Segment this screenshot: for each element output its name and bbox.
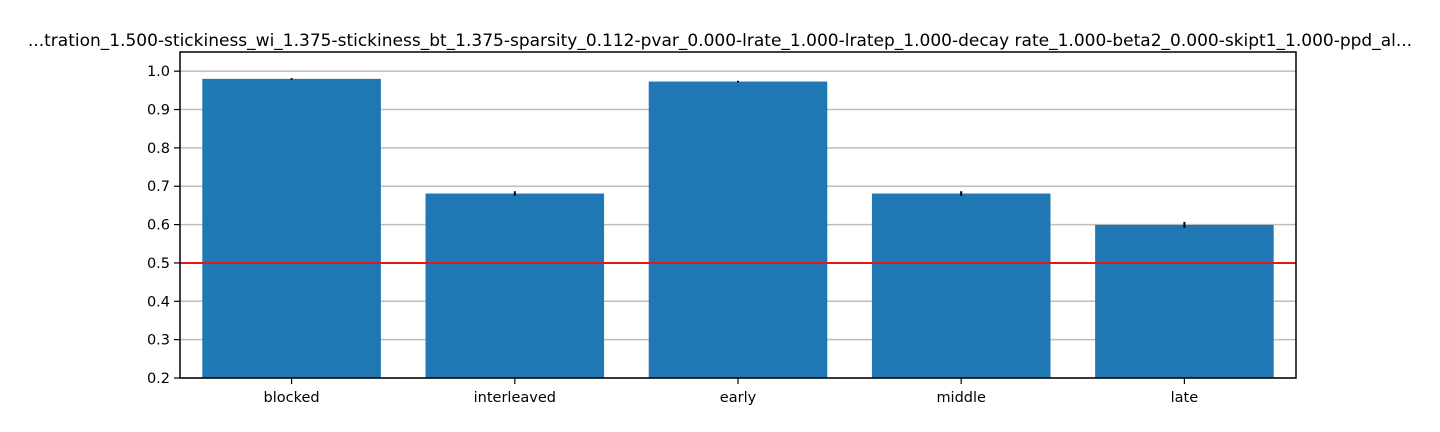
y-tick-label: 0.7 — [147, 179, 170, 195]
x-tick-label: interleaved — [474, 390, 556, 406]
bar-middle — [871, 193, 1051, 378]
y-tick-label: 0.8 — [147, 141, 170, 157]
y-tick-label: 0.3 — [147, 333, 170, 349]
x-tick-label: blocked — [264, 390, 320, 406]
y-tick-label: 0.6 — [147, 218, 170, 234]
y-tick-label: 0.9 — [147, 103, 170, 119]
bar-late — [1095, 224, 1274, 378]
y-tick-label: 0.5 — [147, 256, 170, 272]
chart-title: ...tration_1.500-stickiness_wi_1.375-sti… — [28, 31, 1412, 51]
y-tick-label: 1.0 — [147, 64, 170, 80]
x-tick-label: early — [720, 390, 757, 406]
y-tick-label: 0.4 — [147, 294, 170, 310]
x-tick-label: late — [1171, 390, 1199, 406]
y-tick-label: 0.2 — [147, 371, 170, 387]
bar-early — [648, 81, 828, 378]
x-axis: blocked interleaved early middle late — [264, 378, 1199, 406]
x-tick-label: middle — [936, 390, 986, 406]
bars — [202, 78, 1274, 379]
bar-interleaved — [425, 193, 605, 378]
error-bars — [290, 78, 1186, 229]
bar-blocked — [202, 78, 381, 379]
y-axis: 0.2 0.3 0.4 0.5 0.6 0.7 0.8 0.9 1.0 — [147, 64, 180, 387]
